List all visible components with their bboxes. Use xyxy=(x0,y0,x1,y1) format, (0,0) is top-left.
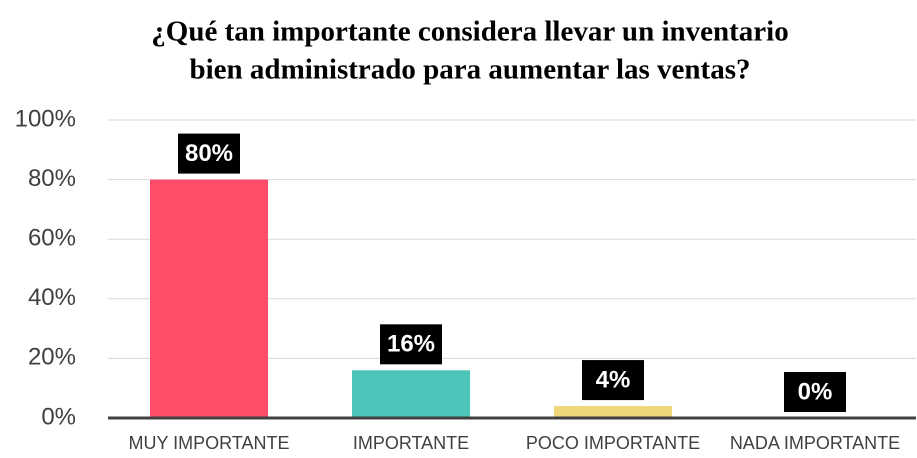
y-tick-label: 100% xyxy=(15,105,76,132)
y-tick-label: 40% xyxy=(28,284,76,311)
bar xyxy=(352,370,470,418)
y-tick-label: 0% xyxy=(41,403,76,430)
x-tick-label: NADA IMPORTANTE xyxy=(730,433,900,453)
value-label: 80% xyxy=(185,140,233,167)
y-tick-label: 60% xyxy=(28,225,76,252)
value-label: 16% xyxy=(387,331,435,358)
value-label-box xyxy=(582,360,644,401)
chart-title: ¿Qué tan importante considera llevar un … xyxy=(151,16,788,48)
bar xyxy=(150,179,268,418)
value-label-box xyxy=(380,324,442,365)
chart-title: bien administrado para aumentar las vent… xyxy=(190,54,751,86)
x-tick-label: POCO IMPORTANTE xyxy=(526,433,700,453)
bar xyxy=(554,406,672,418)
y-tick-label: 20% xyxy=(28,344,76,371)
value-label-box xyxy=(178,133,240,174)
y-tick-label: 80% xyxy=(28,165,76,192)
value-label: 4% xyxy=(596,366,631,393)
value-label: 0% xyxy=(798,378,833,405)
x-tick-label: IMPORTANTE xyxy=(353,433,469,453)
x-tick-label: MUY IMPORTANTE xyxy=(128,433,289,453)
value-label-box xyxy=(784,372,846,412)
